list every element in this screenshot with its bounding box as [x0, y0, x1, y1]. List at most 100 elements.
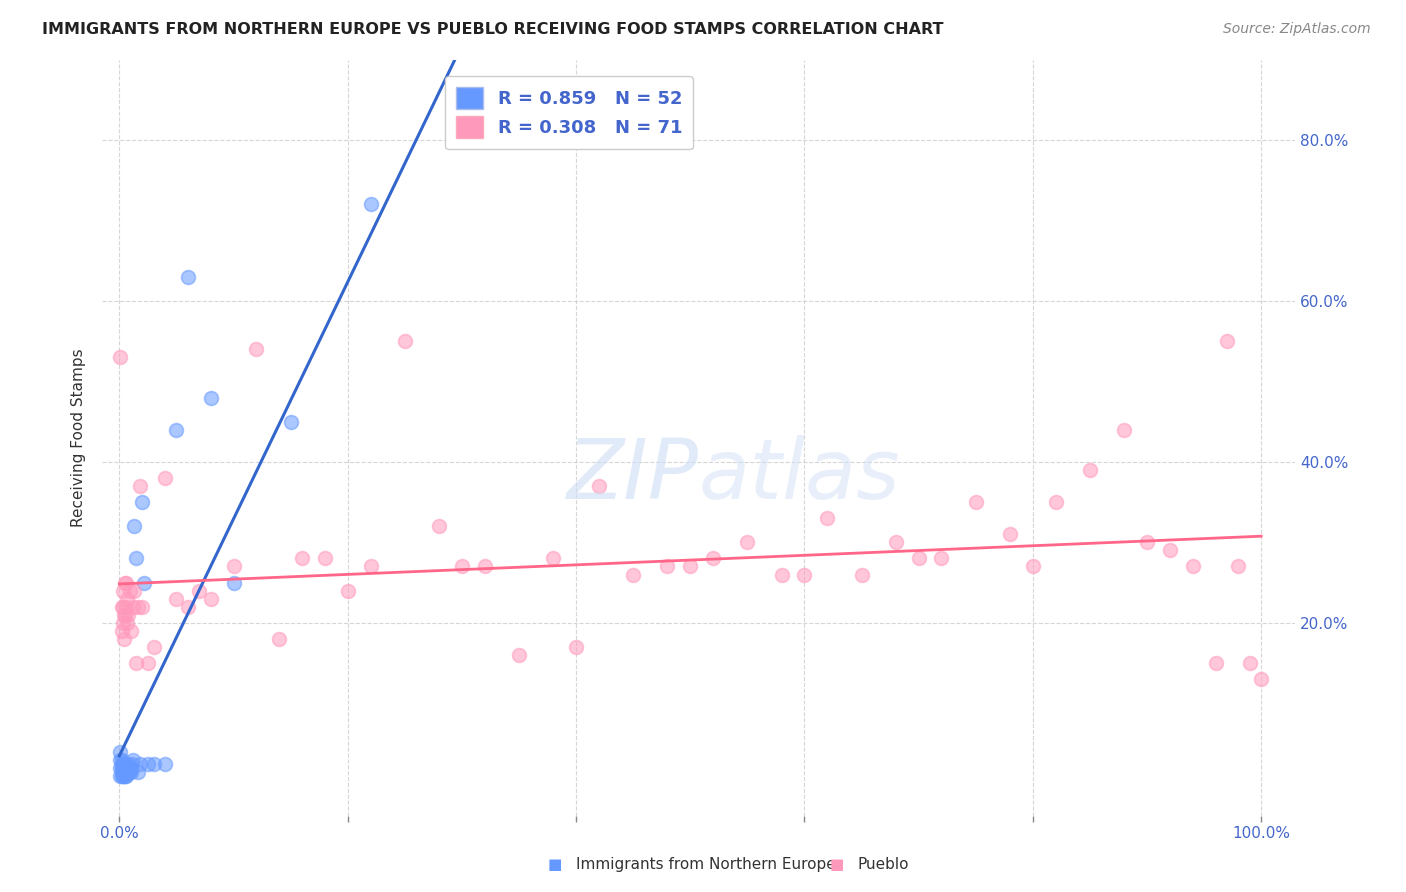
- Point: [117, 615, 139, 630]
- Point: [118, 761, 141, 775]
- Y-axis label: Receiving Food Stamps: Receiving Food Stamps: [72, 349, 86, 527]
- Point: [793, 567, 815, 582]
- Point: [110, 761, 132, 775]
- Text: ■: ■: [830, 857, 844, 872]
- Point: [127, 764, 149, 779]
- Point: [508, 648, 530, 662]
- Point: [177, 599, 200, 614]
- Point: [737, 535, 759, 549]
- Point: [314, 551, 336, 566]
- Point: [115, 761, 138, 775]
- Point: [114, 607, 136, 622]
- Point: [111, 756, 134, 771]
- Point: [114, 764, 136, 779]
- Point: [125, 551, 148, 566]
- Point: [1114, 423, 1136, 437]
- Text: Pueblo: Pueblo: [858, 857, 910, 872]
- Text: IMMIGRANTS FROM NORTHERN EUROPE VS PUEBLO RECEIVING FOOD STAMPS CORRELATION CHAR: IMMIGRANTS FROM NORTHERN EUROPE VS PUEBL…: [42, 22, 943, 37]
- Point: [998, 527, 1021, 541]
- Point: [121, 756, 143, 771]
- Point: [153, 756, 176, 771]
- Point: [222, 559, 245, 574]
- Text: ZIP: ZIP: [567, 435, 699, 516]
- Point: [621, 567, 644, 582]
- Point: [177, 269, 200, 284]
- Point: [1159, 543, 1181, 558]
- Point: [117, 761, 139, 775]
- Point: [427, 519, 450, 533]
- Point: [122, 599, 145, 614]
- Point: [111, 599, 134, 614]
- Point: [114, 769, 136, 783]
- Point: [118, 583, 141, 598]
- Point: [117, 764, 139, 779]
- Point: [111, 756, 134, 771]
- Point: [657, 559, 679, 574]
- Point: [269, 632, 291, 646]
- Point: [112, 764, 135, 779]
- Text: Source: ZipAtlas.com: Source: ZipAtlas.com: [1223, 22, 1371, 37]
- Point: [111, 764, 134, 779]
- Point: [112, 607, 135, 622]
- Legend: R = 0.859   N = 52, R = 0.308   N = 71: R = 0.859 N = 52, R = 0.308 N = 71: [446, 76, 693, 149]
- Point: [291, 551, 314, 566]
- Point: [111, 761, 134, 775]
- Point: [394, 334, 416, 349]
- Point: [165, 591, 187, 606]
- Point: [1181, 559, 1204, 574]
- Point: [1022, 559, 1045, 574]
- Point: [114, 761, 136, 775]
- Point: [679, 559, 702, 574]
- Point: [128, 756, 150, 771]
- Point: [474, 109, 496, 123]
- Point: [111, 753, 134, 767]
- Point: [112, 769, 135, 783]
- Point: [110, 351, 132, 365]
- Point: [131, 495, 153, 509]
- Point: [122, 583, 145, 598]
- Point: [1250, 672, 1272, 686]
- Point: [565, 640, 588, 654]
- Point: [112, 761, 135, 775]
- Point: [188, 583, 211, 598]
- Point: [245, 343, 267, 357]
- Point: [153, 471, 176, 485]
- Text: atlas: atlas: [699, 435, 900, 516]
- Point: [110, 745, 132, 759]
- Point: [110, 769, 132, 783]
- Point: [907, 551, 929, 566]
- Point: [111, 764, 134, 779]
- Text: Immigrants from Northern Europe: Immigrants from Northern Europe: [576, 857, 837, 872]
- Point: [122, 753, 145, 767]
- Point: [118, 764, 141, 779]
- Point: [360, 197, 382, 211]
- Point: [702, 551, 724, 566]
- Point: [134, 575, 156, 590]
- Point: [114, 575, 136, 590]
- Point: [200, 591, 222, 606]
- Point: [128, 479, 150, 493]
- Point: [111, 769, 134, 783]
- Point: [111, 599, 134, 614]
- Point: [111, 761, 134, 775]
- Point: [360, 559, 382, 574]
- Point: [111, 624, 134, 638]
- Point: [770, 567, 793, 582]
- Point: [110, 753, 132, 767]
- Point: [451, 559, 474, 574]
- Point: [120, 761, 142, 775]
- Point: [1216, 334, 1239, 349]
- Point: [131, 599, 153, 614]
- Point: [111, 761, 134, 775]
- Point: [120, 624, 142, 638]
- Point: [136, 656, 159, 670]
- Point: [1078, 463, 1101, 477]
- Point: [931, 551, 953, 566]
- Point: [200, 391, 222, 405]
- Point: [815, 511, 838, 525]
- Point: [1227, 559, 1250, 574]
- Point: [588, 479, 610, 493]
- Point: [115, 599, 138, 614]
- Point: [115, 764, 138, 779]
- Point: [117, 607, 139, 622]
